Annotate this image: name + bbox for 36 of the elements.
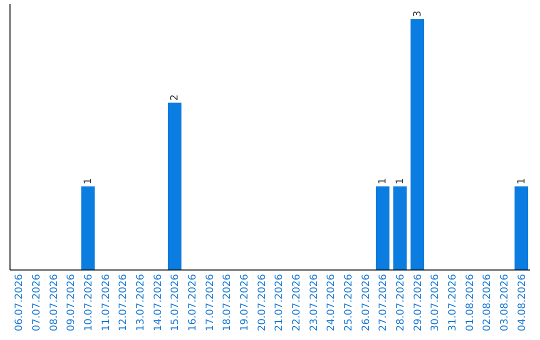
x-tick-label: 20.07.2026 <box>256 274 268 332</box>
x-tick-label: 04.08.2026 <box>516 274 528 332</box>
data-label: 2 <box>170 94 181 101</box>
x-tick-label: 13.07.2026 <box>136 274 146 332</box>
x-tick-label: 17.07.2026 <box>204 274 216 332</box>
x-tick-label: 12.07.2026 <box>118 274 130 332</box>
x-tick-label: 06.07.2026 <box>14 274 26 332</box>
x-tick-label: 01.08.2026 <box>464 274 476 332</box>
data-label: 1 <box>395 178 406 184</box>
x-tick-label: 25.07.2026 <box>344 274 354 332</box>
x-tick-label: 15.07.2026 <box>170 274 182 332</box>
x-tick-label: 21.07.2026 <box>274 274 286 332</box>
x-tick-label: 16.07.2026 <box>188 274 198 332</box>
x-tick-label: 18.07.2026 <box>222 274 234 332</box>
x-tick-label: 29.07.2026 <box>412 274 424 332</box>
data-label: 3 <box>412 10 424 18</box>
x-tick-label: 31.07.2026 <box>448 274 458 332</box>
x-tick-label: 02.08.2026 <box>482 274 494 332</box>
data-label: 1 <box>516 178 528 184</box>
x-tick-label: 22.07.2026 <box>292 274 302 332</box>
x-tick-label: 03.08.2026 <box>500 274 510 332</box>
x-tick-label: 08.07.2026 <box>48 274 60 332</box>
x-tick-label: 07.07.2026 <box>32 274 42 332</box>
x-tick-label: 27.07.2026 <box>378 274 390 332</box>
x-tick-label: 09.07.2026 <box>66 274 78 332</box>
x-tick-label: 28.07.2026 <box>396 274 406 332</box>
x-tick-label: 10.07.2026 <box>84 274 94 332</box>
x-tick-label: 23.07.2026 <box>308 274 320 332</box>
x-tick-label: 24.07.2026 <box>326 274 338 332</box>
x-tick-label: 11.07.2026 <box>100 274 112 332</box>
x-tick-label: 14.07.2026 <box>152 274 164 332</box>
x-tick-label: 30.07.2026 <box>430 274 442 332</box>
x-tick-label: 19.07.2026 <box>240 274 250 332</box>
x-tick-label: 26.07.2026 <box>360 274 372 332</box>
data-label: 1 <box>378 178 389 184</box>
data-label: 1 <box>83 178 94 184</box>
